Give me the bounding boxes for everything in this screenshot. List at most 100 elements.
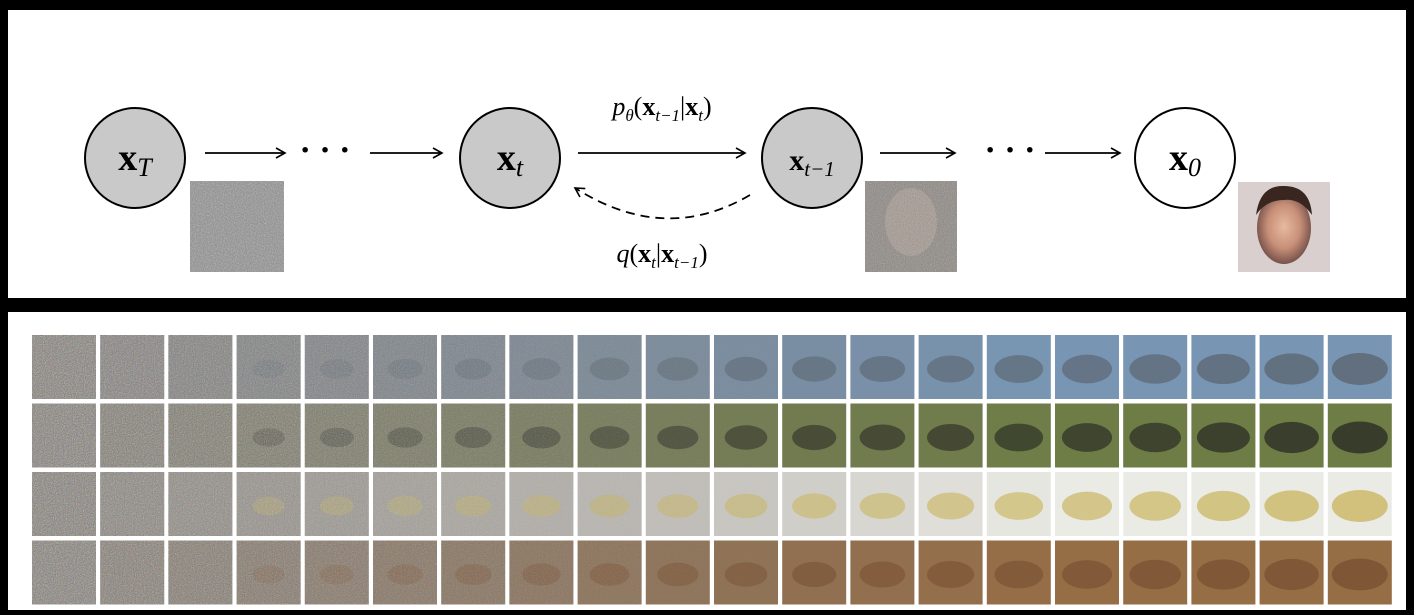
sample-noise <box>237 335 301 399</box>
sample-subject <box>1062 355 1112 384</box>
sample-noise <box>441 404 505 468</box>
sample-subject <box>927 493 974 520</box>
noise-texture <box>190 181 284 272</box>
sample-subject <box>927 561 974 588</box>
sample-subject <box>1062 423 1112 452</box>
sample-subject <box>1129 491 1181 520</box>
sample-subject <box>1264 422 1319 453</box>
sample-noise <box>32 472 96 536</box>
node-label-sub: T <box>137 153 153 182</box>
sample-noise <box>578 404 642 468</box>
sample-noise <box>441 335 505 399</box>
sample-noise <box>441 541 505 605</box>
node-label-base: x <box>1169 137 1188 179</box>
sample-noise <box>441 472 505 536</box>
edge-label-part: ) <box>699 239 708 268</box>
sample-subject <box>994 492 1043 520</box>
sample-subject <box>860 493 906 519</box>
sample-noise <box>714 472 778 536</box>
noise-texture <box>865 181 957 272</box>
sample-noise <box>305 335 369 399</box>
sample-subject <box>1129 560 1181 589</box>
sample-subject <box>1332 353 1388 385</box>
sample-subject <box>1332 559 1388 591</box>
node-label-sub: t−1 <box>804 157 835 181</box>
edge-label-part: q <box>617 239 630 268</box>
sample-subject <box>792 425 836 450</box>
sample-noise <box>100 541 164 605</box>
sample-noise <box>305 472 369 536</box>
sample-noise <box>646 541 710 605</box>
sample-noise <box>578 541 642 605</box>
sample-noise <box>646 335 710 399</box>
sample-subject <box>1062 492 1112 521</box>
sample-noise <box>168 472 232 536</box>
edge-label-part: ( <box>630 239 639 268</box>
sample-subject <box>1197 422 1250 452</box>
page: xTxtxt−1x0 · · ·· · ·pθ(xt−1|xt)q(xt|xt−… <box>0 0 1414 615</box>
ellipsis: · · · <box>299 132 350 169</box>
sample-subject <box>1197 491 1250 521</box>
edge-label-part: ( <box>634 92 643 121</box>
sample-noise <box>373 472 437 536</box>
sample-noise <box>32 404 96 468</box>
sample-noise <box>237 541 301 605</box>
node-label-base: x <box>497 137 516 179</box>
sample-noise <box>32 541 96 605</box>
sample-subject <box>1197 354 1250 384</box>
sample-subject <box>1129 354 1181 383</box>
sample-noise <box>509 335 573 399</box>
edge-label-part: p <box>610 92 625 121</box>
sample-noise <box>646 472 710 536</box>
edge-label-part: x <box>661 239 674 268</box>
sample-noise <box>373 335 437 399</box>
sample-subject <box>927 424 974 451</box>
edge-label-part: t−1 <box>655 106 680 125</box>
sample-noise <box>100 404 164 468</box>
sample-noise <box>578 472 642 536</box>
sample-subject <box>860 561 906 587</box>
edge-label-part: x <box>685 92 698 121</box>
edge-label-part: ) <box>703 92 712 121</box>
sample-subject <box>792 562 836 587</box>
sample-subject <box>860 356 906 382</box>
figure: xTxtxt−1x0 · · ·· · ·pθ(xt−1|xt)q(xt|xt−… <box>0 0 1414 615</box>
sample-noise <box>305 404 369 468</box>
sample-noise <box>578 335 642 399</box>
sample-noise <box>168 335 232 399</box>
sample-subject <box>1129 423 1181 452</box>
sample-subject <box>1197 559 1250 589</box>
sample-subject <box>792 356 836 381</box>
node-label-base: x <box>789 144 804 177</box>
sample-subject <box>1332 490 1388 522</box>
sample-noise <box>509 472 573 536</box>
node-label-sub: 0 <box>1188 153 1201 182</box>
sample-noise <box>168 541 232 605</box>
sample-subject <box>927 356 974 383</box>
sample-subject <box>1264 353 1319 384</box>
sample-noise <box>168 404 232 468</box>
node-label-sub: t <box>516 153 524 182</box>
sample-noise <box>237 404 301 468</box>
sample-subject <box>994 355 1043 383</box>
sample-subject <box>994 424 1043 452</box>
sample-noise <box>509 541 573 605</box>
sample-subject <box>1332 422 1388 454</box>
sample-noise <box>509 404 573 468</box>
sample-subject <box>860 424 906 450</box>
sample-noise <box>305 541 369 605</box>
edge-label-part: t−1 <box>674 253 699 272</box>
sample-noise <box>714 404 778 468</box>
edge-label-part: x <box>638 239 651 268</box>
sample-subject <box>1062 560 1112 589</box>
sample-noise <box>373 404 437 468</box>
sample-noise <box>714 335 778 399</box>
sample-noise <box>237 472 301 536</box>
sample-subject <box>1264 490 1319 521</box>
edge-label-part: θ <box>625 106 633 125</box>
node-label-base: x <box>118 137 137 179</box>
sample-subject <box>994 561 1043 589</box>
sample-noise <box>32 335 96 399</box>
sample-noise <box>646 404 710 468</box>
ellipsis: · · · <box>984 132 1035 169</box>
